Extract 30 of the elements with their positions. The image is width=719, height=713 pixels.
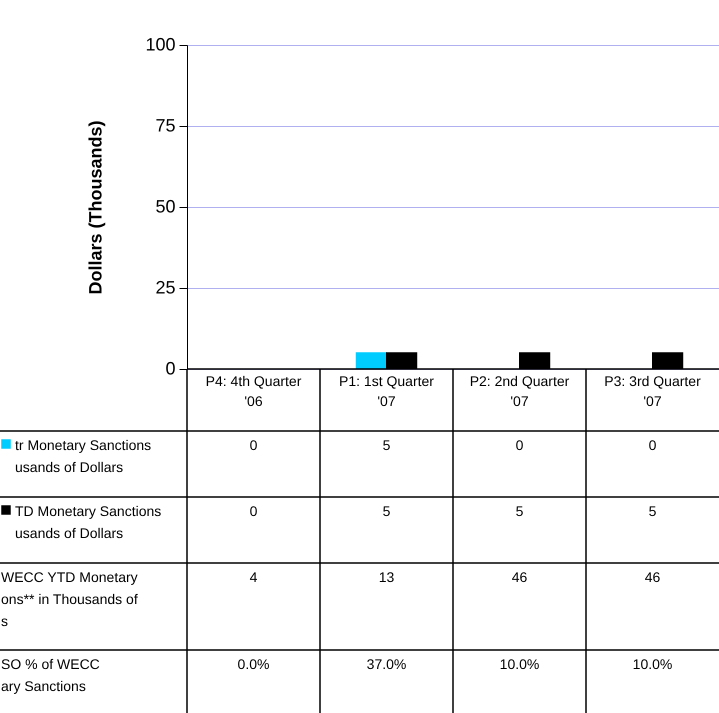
x-tick-label: P4: 4th Quarter '06	[206, 373, 302, 409]
y-axis-title: Dollars (Thousands)	[85, 120, 106, 295]
text: 10.0%	[632, 656, 672, 672]
text: 4	[250, 569, 258, 585]
data-label: 5	[648, 503, 657, 519]
x-tick-label: P3: 3rd Quarter '07	[604, 373, 702, 409]
legend-label: tr Monetary Sanctions usands of Dollars	[15, 437, 152, 475]
y-tick-label: 0	[165, 358, 176, 378]
text: 10.0%	[500, 656, 540, 672]
y-tick-label: 75	[155, 116, 176, 136]
data-label: 5	[382, 503, 391, 519]
data-label: 0	[250, 437, 258, 453]
data-label: 5	[382, 437, 391, 453]
y-tick-label: 25	[155, 278, 176, 298]
x-tick-label: P1: 1st Quarter '07	[339, 373, 434, 409]
data-label: 0	[648, 437, 657, 453]
text: 37.0%	[366, 656, 406, 672]
text: 13	[378, 569, 394, 585]
legend-label: TD Monetary Sanctions usands of Dollars	[15, 503, 162, 541]
y-tick-label: 50	[155, 196, 176, 216]
text: WECC YTD Monetary ons** in Thousands of s	[1, 569, 138, 629]
y-tick-label: 100	[145, 34, 176, 54]
data-label: 0	[516, 437, 524, 453]
text: 46	[512, 569, 528, 585]
text: 0.0%	[238, 656, 270, 672]
x-tick-label: P2: 2nd Quarter '07	[470, 373, 570, 409]
data-label: 5	[516, 503, 524, 519]
data-label: 0	[250, 503, 258, 519]
text: SO % of WECC ary Sanctions	[1, 656, 100, 694]
text: 46	[644, 569, 660, 585]
